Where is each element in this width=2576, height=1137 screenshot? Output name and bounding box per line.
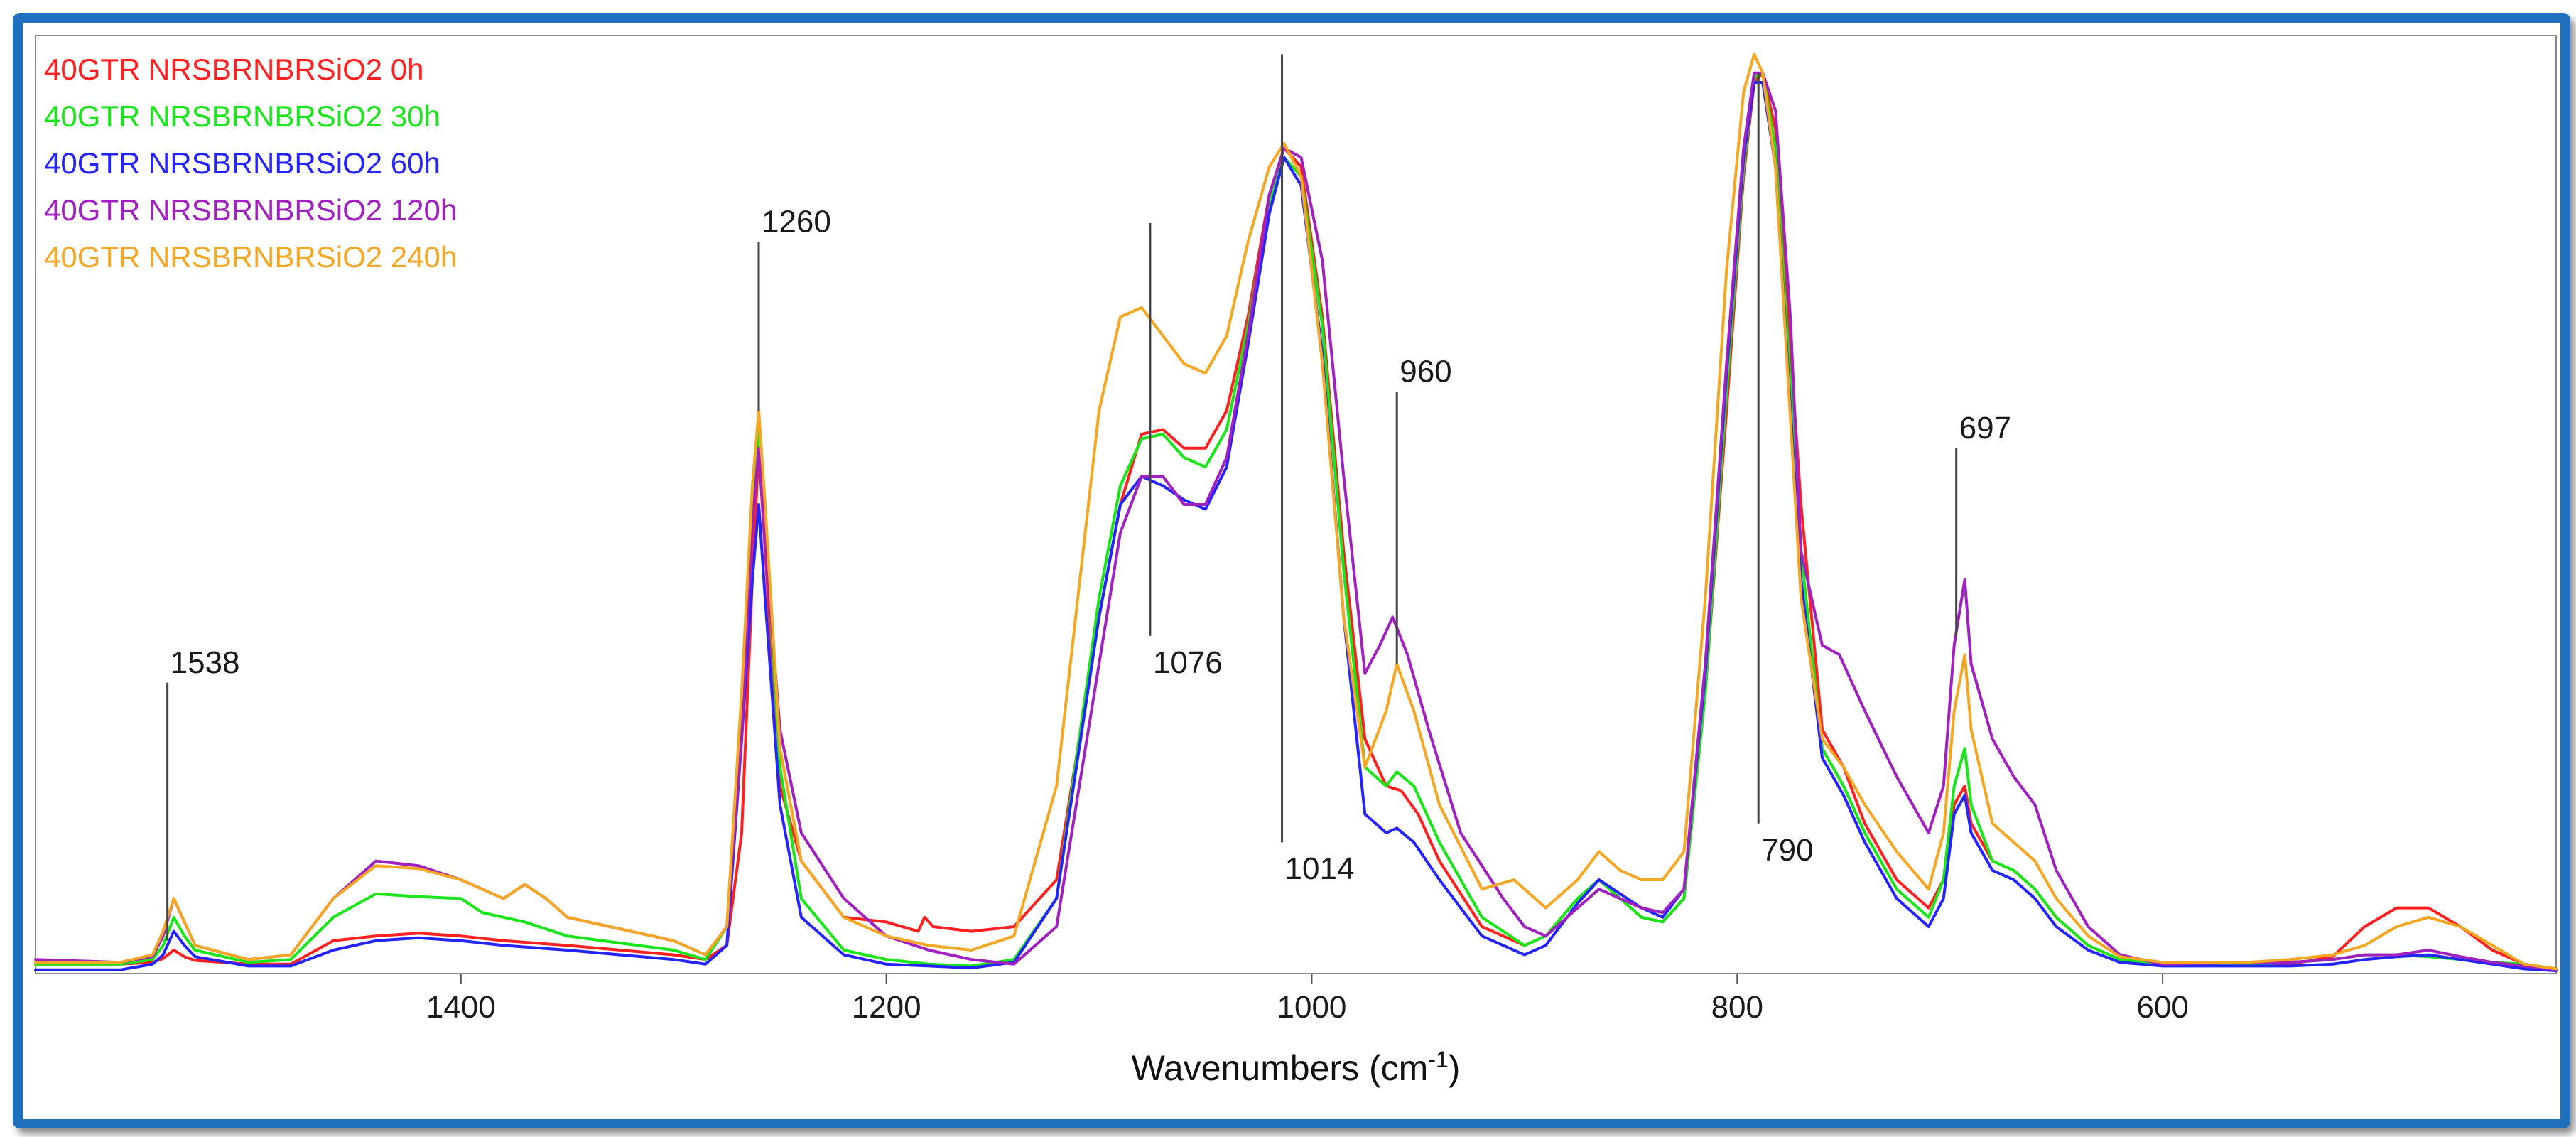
legend-entry-0: 40GTR NRSBRNBRSiO2 0h (44, 53, 424, 86)
legend-entry-3: 40GTR NRSBRNBRSiO2 120h (44, 193, 457, 227)
x-axis-title-text: Wavenumbers (cm (1132, 1048, 1429, 1088)
plot-area (35, 35, 2557, 974)
x-tick-label-800: 800 (1711, 990, 1763, 1025)
x-axis-title-superscript: -1 (1428, 1047, 1448, 1072)
peak-label-790: 790 (1761, 833, 1813, 868)
peak-label-960: 960 (1400, 355, 1451, 389)
peak-label-697: 697 (1959, 411, 2011, 446)
peak-label-1260: 1260 (762, 204, 831, 239)
peak-label-1538: 1538 (171, 645, 240, 680)
peak-label-1076: 1076 (1153, 645, 1223, 680)
peak-label-1014: 1014 (1285, 851, 1355, 886)
legend-entry-1: 40GTR NRSBRNBRSiO2 30h (44, 99, 440, 133)
legend-entry-2: 40GTR NRSBRNBRSiO2 60h (44, 146, 440, 180)
series-line-4 (34, 53, 2558, 971)
x-tick-label-1400: 1400 (426, 990, 496, 1025)
series-line-2 (34, 81, 2558, 972)
x-tick-label-1000: 1000 (1277, 990, 1347, 1025)
x-axis-title-close: ) (1449, 1048, 1461, 1088)
series-line-1 (34, 71, 2558, 971)
x-axis-title: Wavenumbers (cm-1) (1132, 1047, 1461, 1088)
x-tick-label-1200: 1200 (852, 990, 921, 1025)
x-tick-label-600: 600 (2136, 990, 2188, 1025)
legend-entry-4: 40GTR NRSBRNBRSiO2 240h (44, 240, 457, 274)
